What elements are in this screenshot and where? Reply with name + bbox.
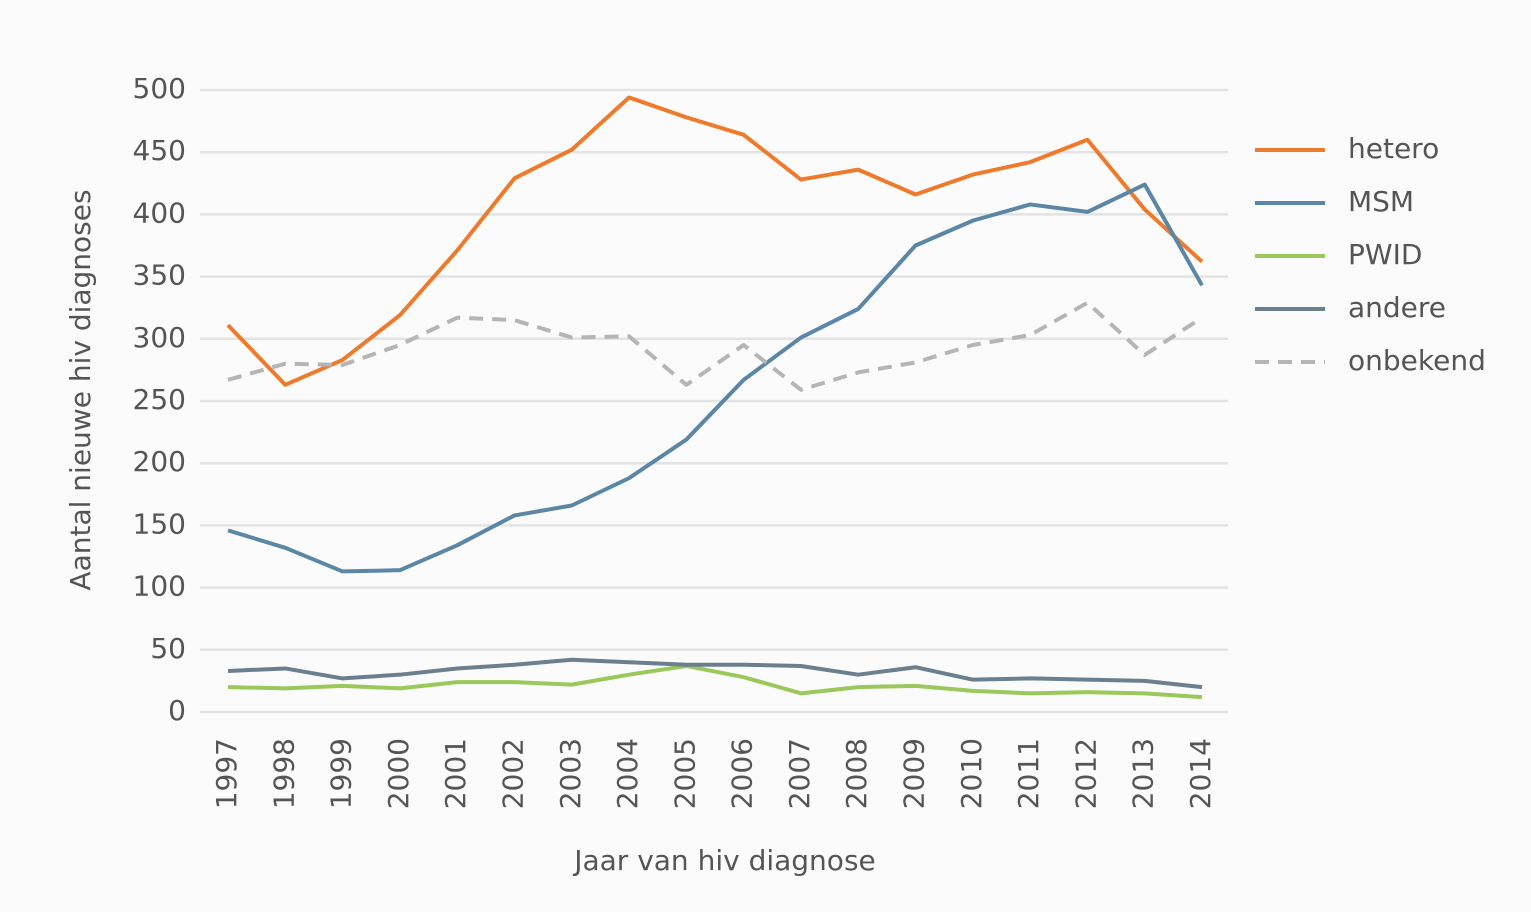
x-tick-label: 2007 xyxy=(783,738,816,809)
x-tick-label: 2009 xyxy=(898,738,931,809)
y-tick-label: 250 xyxy=(133,383,186,416)
y-tick-label: 500 xyxy=(133,72,186,105)
x-tick-label: 2014 xyxy=(1184,738,1217,809)
legend-label: andere xyxy=(1348,291,1446,324)
x-tick-label: 2011 xyxy=(1012,738,1045,809)
y-tick-label: 100 xyxy=(133,570,186,603)
y-tick-label: 300 xyxy=(133,321,186,354)
legend-label: MSM xyxy=(1348,185,1414,218)
x-tick-label: 1998 xyxy=(267,738,300,809)
y-tick-label: 400 xyxy=(133,196,186,229)
y-tick-label: 450 xyxy=(133,134,186,167)
y-tick-label: 350 xyxy=(133,259,186,292)
x-tick-label: 2000 xyxy=(382,738,415,809)
x-tick-label: 2005 xyxy=(668,738,701,809)
x-axis-title: Jaar van hiv diagnose xyxy=(572,844,876,877)
x-tick-label: 2004 xyxy=(611,738,644,809)
series-line xyxy=(226,95,1204,387)
legend-label: onbekend xyxy=(1348,344,1486,377)
x-tick-label: 2002 xyxy=(496,738,529,809)
x-tick-label: 2012 xyxy=(1069,738,1102,809)
series-line xyxy=(227,182,1204,574)
x-tick-label: 1997 xyxy=(210,738,243,809)
x-tick-label: 2008 xyxy=(840,738,873,809)
series-line xyxy=(227,657,1203,690)
legend-label: PWID xyxy=(1348,238,1422,271)
series-line xyxy=(227,300,1204,392)
y-tick-label: 200 xyxy=(133,445,186,478)
x-tick-label: 2003 xyxy=(554,738,587,809)
legend-label: hetero xyxy=(1348,132,1439,165)
x-tick-label: 2013 xyxy=(1127,738,1160,809)
x-tick-label: 2010 xyxy=(955,738,988,809)
x-tick-label: 2006 xyxy=(726,738,759,809)
y-tick-label: 0 xyxy=(168,694,186,727)
series-line xyxy=(227,663,1203,700)
x-tick-label: 1999 xyxy=(325,738,358,809)
y-tick-label: 50 xyxy=(150,632,186,665)
x-tick-label: 2001 xyxy=(439,738,472,809)
y-tick-label: 150 xyxy=(133,507,186,540)
y-axis-title: Aantal nieuwe hiv diagnoses xyxy=(64,189,97,590)
